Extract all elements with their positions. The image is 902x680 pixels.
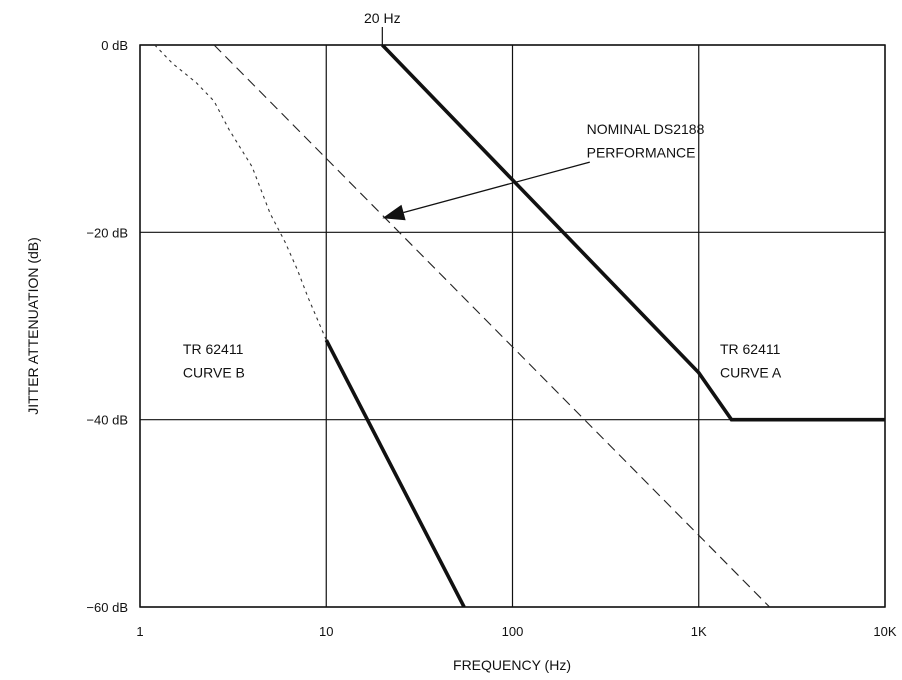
y-tick-label: 0 dB xyxy=(101,38,128,53)
series-line-thick-solid xyxy=(324,339,466,607)
annotation-arrow-head xyxy=(382,204,406,221)
x-tick-label: 100 xyxy=(502,624,524,639)
series-line-thick-solid xyxy=(381,45,885,422)
plot-frame xyxy=(139,44,886,608)
x-tick-label: 1K xyxy=(691,624,707,639)
annotations: 20 Hz TR 62411 CURVE A TR 62411 CURVE B NOMIN… xyxy=(183,10,782,381)
annotation-curve-b-line2: CURVE B xyxy=(183,365,245,381)
annotation-arrow-shaft xyxy=(403,161,590,214)
annotation-curve-b-line1: TR 62411 xyxy=(183,341,244,357)
x-axis-label: FREQUENCY (Hz) xyxy=(453,657,571,673)
x-tick-label: 1 xyxy=(136,624,143,639)
series-layer xyxy=(154,45,885,607)
y-tick-label: −40 dB xyxy=(86,413,128,428)
annotation-freq-marker: 20 Hz xyxy=(364,10,401,26)
x-tick-label: 10K xyxy=(873,624,896,639)
annotation-nominal-line1: NOMINAL DS2188 xyxy=(587,121,705,137)
y-tick-label: −20 dB xyxy=(86,225,128,240)
y-axis-ticks: 0 dB −20 dB −40 dB −60 dB xyxy=(86,38,128,615)
grid xyxy=(139,44,886,608)
annotation-curve-a-line2: CURVE A xyxy=(720,365,782,381)
y-tick-label: −60 dB xyxy=(86,600,128,615)
series-line-dotted xyxy=(154,45,327,341)
annotation-nominal-line2: PERFORMANCE xyxy=(587,144,696,160)
extras-layer xyxy=(381,27,590,221)
x-tick-label: 10 xyxy=(319,624,333,639)
y-axis-label: JITTER ATTENUATION (dB) xyxy=(25,237,41,415)
annotation-curve-a-line1: TR 62411 xyxy=(720,341,781,357)
x-axis-ticks: 1 10 100 1K 10K xyxy=(136,624,897,639)
series-line-dashed xyxy=(213,45,770,607)
